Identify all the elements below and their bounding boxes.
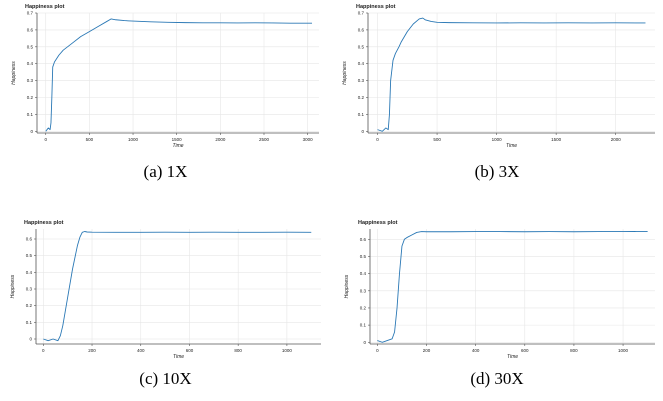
y-tick-label: 0 [30,129,33,134]
y-tick-label: 0.2 [358,95,365,100]
y-tick-label: 0.6 [360,237,367,242]
y-tick-label: 0.6 [27,27,34,32]
x-tick-label: 600 [186,348,194,353]
chart-panel-a: 0 500 1000 1500 2000 2500 3000 0 0.1 0.2 0.3 0.4 0.5… [0,0,331,200]
chart-a: 0 500 1000 1500 2000 2500 3000 0 0.1 0.2 0.3 0.4 0.5… [11,4,319,149]
chart-panel-d: 0 200 400 600 800 1000 0 0.1 0.2 0.3 0.4 0.5 0.6 Happ… [331,212,663,401]
y-tick-label: 0.3 [26,287,33,292]
chart-b: 0 500 1000 1500 200000.10.20.30.40.50.60.7Ha… [342,4,655,149]
chart-title: Happiness plot [358,220,398,226]
y-tick-label: 0.1 [26,320,33,325]
caption-c: (c) 10X [139,369,192,388]
series-line-happiness [43,231,312,342]
y-axis-label: Happiness [11,61,17,85]
x-tick-label: 0 [42,348,45,353]
series-line-happiness [45,18,313,132]
chart-c: 0 200 400 600 800 1000 0 0.1 0.2 0.3 0.4 0.5 0.6 Happ… [10,220,321,360]
x-axis-label: Time [173,354,184,360]
y-tick-label: 0.5 [358,44,365,49]
x-tick-label: 2000 [215,137,226,142]
x-tick-label: 800 [570,348,578,353]
y-axis-label: Happiness [344,274,350,298]
chart-title: Happiness plot [24,220,64,226]
x-tick-label: 400 [472,348,480,353]
y-tick-label: 0.2 [27,95,34,100]
x-tick-label: 2000 [611,137,622,142]
x-tick-label: 400 [137,348,145,353]
y-tick-label: 0.4 [358,61,365,66]
x-tick-label: 800 [234,348,242,353]
y-tick-label: 0 [361,129,364,134]
x-tick-label: 1000 [492,137,503,142]
x-axis-label: Time [507,354,518,360]
x-tick-label: 0 [44,137,47,142]
chart-d: 0 200 400 600 800 1000 0 0.1 0.2 0.3 0.4 0.5 0.6 Happ… [344,220,655,360]
y-tick-label: 0.7 [358,11,365,16]
series-line-happiness [377,17,646,132]
chart-panel-b: 0 500 1000 1500 2000 0 0.1 0.2 0.3 0.4 0.5 0.6 0.7 Ha… [331,0,663,200]
x-tick-label: 3000 [303,137,314,142]
y-tick-label: 0.4 [27,61,34,66]
y-axis-label: Happiness [10,274,16,298]
x-tick-label: 200 [88,348,96,353]
x-tick-label: 600 [521,348,529,353]
y-tick-label: 0.5 [360,254,367,259]
y-axis-label: Happiness [342,61,348,85]
caption-b: (b) 3X [474,162,520,181]
y-tick-label: 0.5 [27,44,34,49]
x-axis-label: Time [506,143,517,149]
x-tick-label: 2500 [259,137,270,142]
x-axis-label: Time [172,143,183,149]
chart-title: Happiness plot [356,4,396,10]
y-tick-label: 0.6 [26,237,33,242]
y-tick-label: 0.3 [27,78,34,83]
x-tick-label: 1500 [172,137,183,142]
x-tick-label: 1000 [282,348,293,353]
x-tick-label: 1000 [618,348,629,353]
x-tick-label: 0 [376,137,379,142]
x-tick-label: 200 [423,348,431,353]
caption-d: (d) 30X [470,369,524,388]
y-tick-label: 0 [363,340,366,345]
y-tick-label: 0.1 [360,323,367,328]
chart-title: Happiness plot [25,4,65,10]
x-tick-label: 500 [86,137,94,142]
y-tick-label: 0.1 [27,112,34,117]
x-tick-label: 1000 [128,137,139,142]
y-tick-label: 0.7 [27,11,34,16]
y-tick-label: 0.4 [360,271,367,276]
y-tick-label: 0.3 [360,288,367,293]
x-tick-label: 0 [376,348,379,353]
y-tick-label: 0.2 [360,305,367,310]
y-tick-label: 0.4 [26,270,33,275]
y-tick-label: 0.5 [26,253,33,258]
x-tick-label: 1500 [551,137,562,142]
caption-a: (a) 1X [143,162,188,181]
chart-panel-c: 0 200 400 600 800 1000 0 0.1 0.2 0.3 0.4 0.5 0.6 Happ… [0,212,331,401]
series-line-happiness [377,230,648,343]
y-tick-label: 0.6 [358,27,365,32]
y-tick-label: 0 [29,337,32,342]
y-tick-label: 0.1 [358,112,365,117]
x-tick-label: 500 [433,137,441,142]
y-tick-label: 0.2 [26,303,33,308]
y-tick-label: 0.3 [358,78,365,83]
